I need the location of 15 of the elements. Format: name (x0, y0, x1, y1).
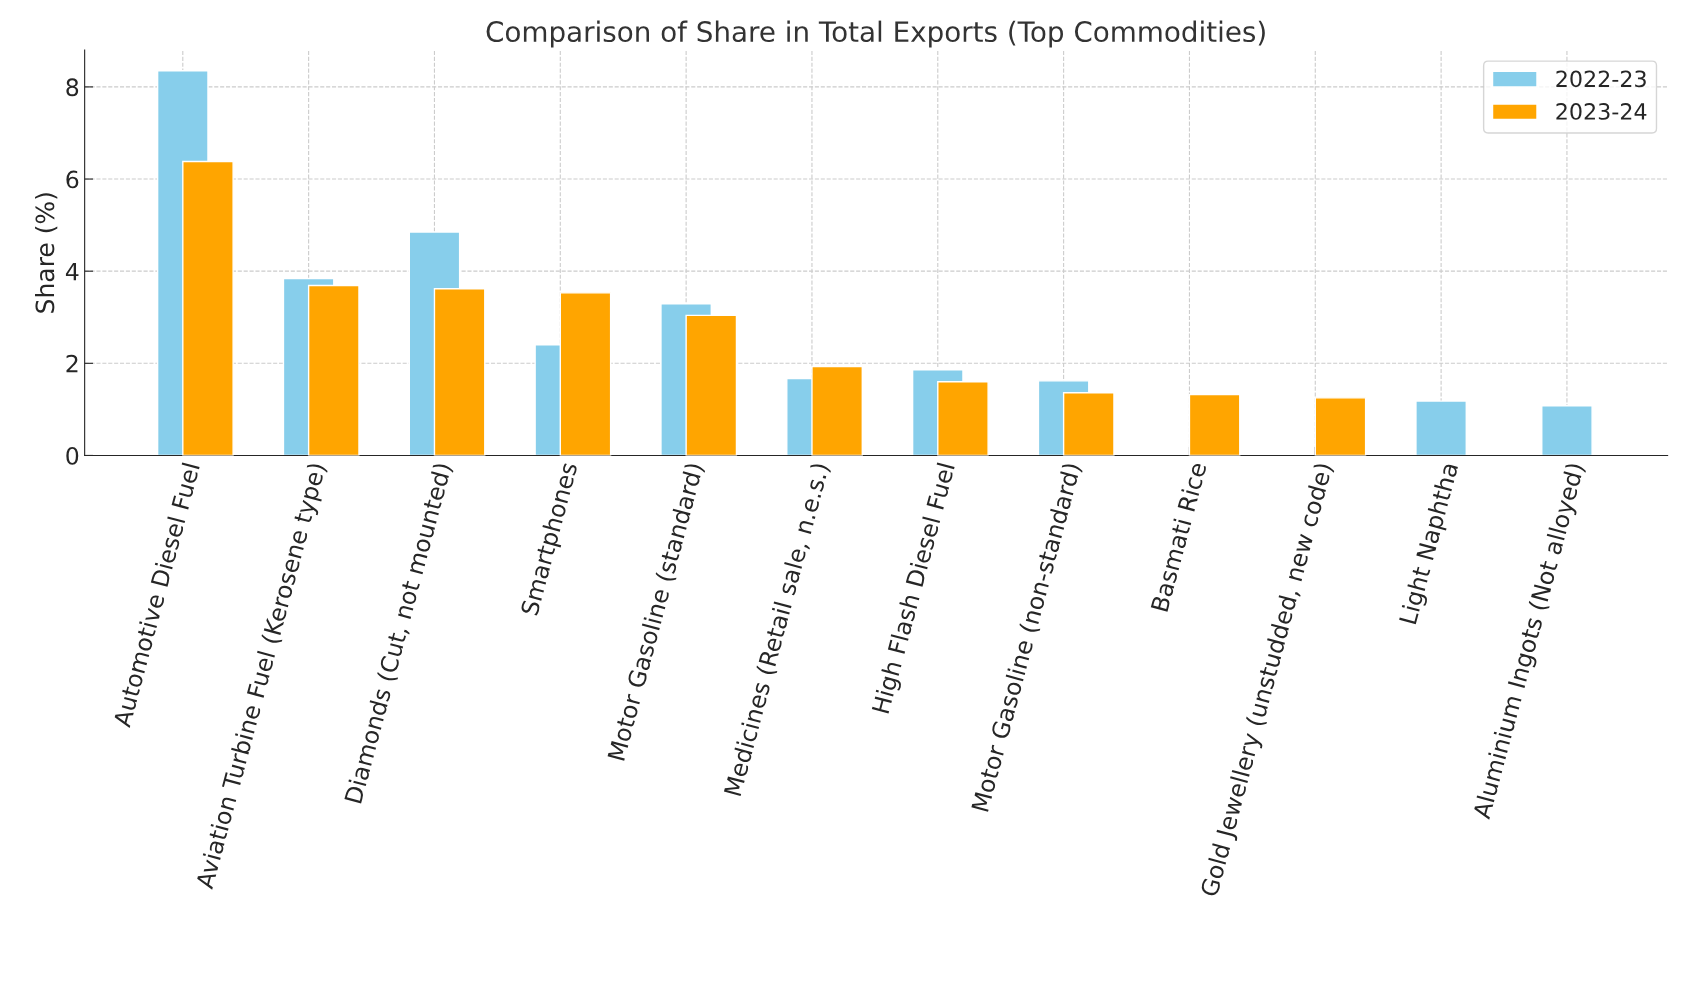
bar (1541, 405, 1593, 456)
legend-label: 2022-23 (1556, 70, 1646, 88)
y-tick-label: 4 (65, 262, 79, 281)
x-tick-label: High Flash Diesel Fuel (871, 462, 960, 715)
y-tick-label: 2 (66, 354, 78, 373)
bar (1188, 393, 1241, 456)
legend-label: 2023-24 (1556, 103, 1647, 120)
bar (1314, 397, 1367, 456)
y-tick-label: 6 (66, 170, 79, 189)
y-tick-label: 8 (66, 78, 79, 97)
x-tick-label: Basmati Rice (1150, 461, 1207, 612)
bar (1415, 400, 1467, 456)
chart-title: Comparison of Share in Total Exports (Top Commodities) (486, 20, 1265, 48)
y-tick-label: 0 (66, 446, 79, 465)
y-axis-title: Share (%) (35, 193, 58, 313)
